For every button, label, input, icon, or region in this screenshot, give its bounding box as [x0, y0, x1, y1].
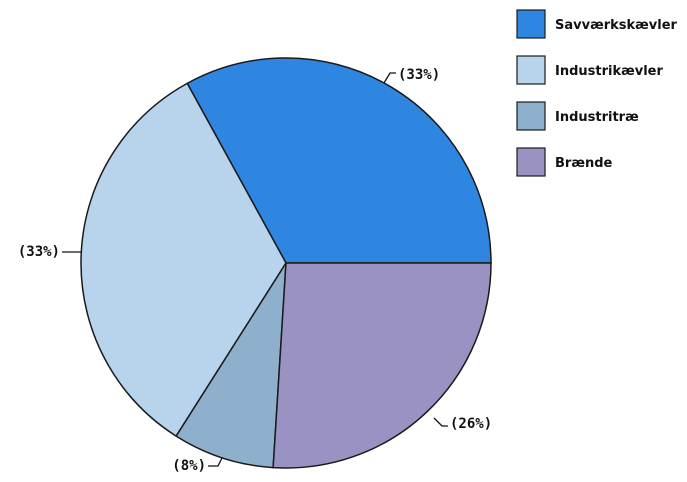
pie-slices	[80, 57, 492, 469]
slice-braende	[272, 262, 492, 469]
pct-label-savvaerkskaevler: (33%)	[398, 67, 440, 83]
legend-swatch-industritrae	[516, 101, 546, 131]
pct-label-industrikaevler: (33%)	[18, 244, 60, 260]
slice-savvaerkskaevler	[186, 57, 492, 264]
legend-label-savvaerkskaevler: Savværkskævler	[555, 18, 678, 33]
legend-label-industrikaevler: Industrikævler	[555, 64, 663, 79]
slice-industritrae	[175, 262, 287, 469]
legend-label-industritrae: Industritræ	[555, 110, 639, 125]
leader-line-industritrae	[208, 457, 223, 467]
leader-line-braende	[433, 417, 448, 427]
legend-swatch-industrikaevler	[516, 55, 546, 85]
slice-industrikaevler	[80, 82, 287, 438]
pct-label-braende: (26%)	[450, 416, 492, 432]
legend-swatch-braende	[516, 147, 546, 177]
slice-labels: (33%) (33%) (8%) (26%)	[18, 67, 492, 474]
legend-swatch-savvaerkskaevler	[516, 9, 546, 39]
legend-label-braende: Brænde	[555, 156, 613, 171]
pct-label-industritrae: (8%)	[172, 458, 206, 474]
leader-line-savvaerkskaevler	[383, 72, 396, 84]
legend: Savværkskævler Industrikævler Industritræ B…	[516, 9, 678, 177]
